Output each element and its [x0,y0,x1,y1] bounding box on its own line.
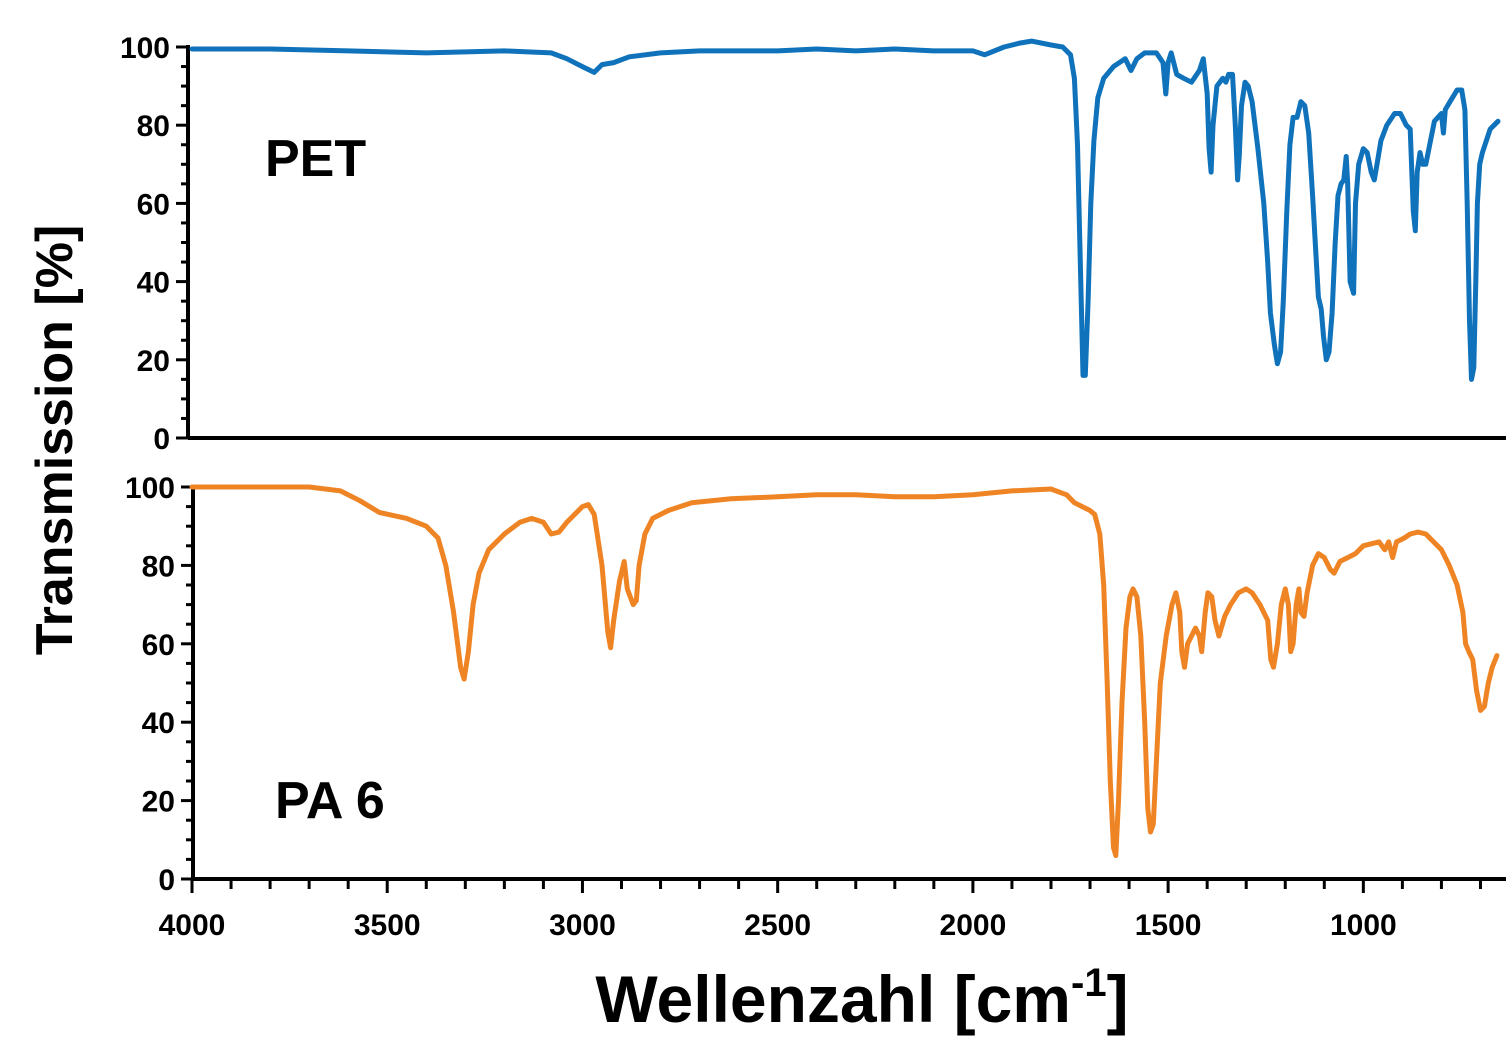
x-axis-title-close: ] [1107,962,1129,1036]
x-tick-label: 2500 [744,909,811,942]
pa6-panel: 0 20 40 60 80 100 PA 6 [125,472,1506,897]
pa6-y-tick-label: 80 [142,550,175,583]
x-axis: 4000 3500 3000 2500 2000 1500 1000 [159,879,1482,942]
x-axis-unit-exponent: -1 [1071,961,1107,1005]
x-tick-label: 3000 [549,909,616,942]
x-tick-label: 1500 [1135,909,1202,942]
pa6-spectrum-line [189,484,1500,858]
pet-panel-label: PET [265,130,366,188]
pet-y-tick-label: 100 [120,32,170,65]
pa6-y-tick-label: 40 [142,707,175,740]
pet-spectrum-line [189,38,1501,382]
pa6-y-tick-label: 20 [142,786,175,819]
pa6-y-tick-label: 60 [142,629,175,662]
x-tick-label: 2000 [940,909,1007,942]
y-axis-title: Transmission [%] [26,225,84,656]
pet-y-tick-label: 60 [137,188,170,221]
pet-y-tick-label: 20 [137,345,170,378]
pa6-panel-label: PA 6 [275,772,385,830]
x-tick-label: 4000 [159,909,226,942]
x-axis-title-text: Wellenzahl [cm [595,962,1071,1036]
pa6-y-tick-label: 100 [125,472,175,505]
x-axis-title: Wellenzahl [cm-1] [595,961,1128,1036]
pet-y-tick-label: 0 [153,423,170,456]
pet-y-tick-label: 80 [137,110,170,143]
pa6-y-tick-label: 0 [158,864,175,897]
x-tick-label: 3500 [354,909,421,942]
pet-y-tick-label: 40 [137,267,170,300]
pet-panel: 0 20 40 60 80 100 PET [120,32,1506,456]
x-tick-label: 1000 [1330,909,1397,942]
